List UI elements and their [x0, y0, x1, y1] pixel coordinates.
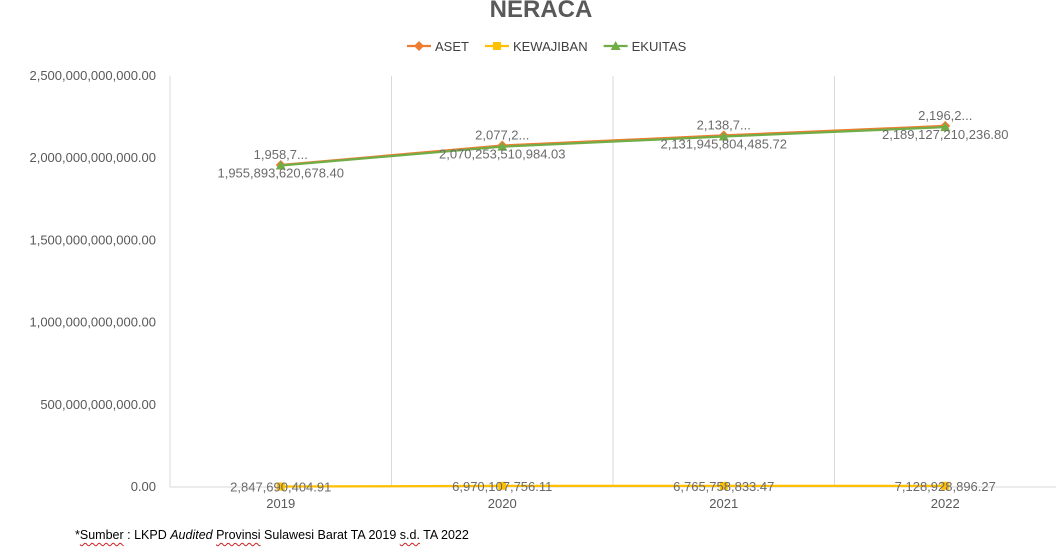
chart-title: NERACA: [490, 0, 593, 23]
data-labels: 1,958,7... 2,077,2... 2,138,7... 2,196,2...…: [217, 108, 1008, 495]
series-line-ekuitas: [279, 125, 947, 167]
legend-marker: [414, 41, 424, 51]
data-point-kewajiban: [719, 481, 728, 490]
y-axis: 0.00 500,000,000,000.00 1,000,000,000,000.…: [29, 68, 156, 494]
chart-series: [275, 120, 951, 491]
footnote-text-4: TA 2022: [419, 528, 469, 542]
legend-item-aset: ASET: [407, 39, 469, 54]
data-point-kewajiban: [276, 482, 285, 491]
footnote-word-provinsi: Provinsi: [216, 528, 261, 542]
footnote-text-1: : LKPD: [123, 528, 171, 542]
series-line-kewajiban: [279, 484, 947, 488]
footnote-word-sd: s.d.: [399, 528, 420, 542]
data-point-ekuitas: [497, 141, 508, 151]
data-label-kewajiban: 2,847,690,404.91: [230, 480, 331, 495]
data-point-ekuitas: [275, 160, 286, 170]
data-point-ekuitas: [940, 122, 951, 132]
data-label-kewajiban: 6,970,107,756.11: [452, 479, 552, 494]
legend-marker: [492, 42, 501, 50]
data-point-kewajiban: [498, 481, 507, 490]
y-tick-label: 1,000,000,000,000.00: [29, 315, 156, 330]
legend-item-ekuitas: EKUITAS: [603, 39, 687, 54]
y-tick-label: 1,500,000,000,000.00: [29, 232, 156, 247]
x-tick-label: 2020: [488, 496, 517, 511]
x-axis: 2019 2020 2021 2022: [266, 496, 959, 511]
data-label-aset: 2,196,2...: [918, 108, 972, 123]
chart-legend: ASET KEWAJIBAN EKUITAS: [407, 39, 687, 54]
x-tick-label: 2022: [931, 496, 960, 511]
data-label-kewajiban: 6,765,758,833.47: [673, 479, 774, 494]
legend-item-kewajiban: KEWAJIBAN: [484, 39, 588, 54]
legend-label: KEWAJIBAN: [513, 39, 588, 54]
data-label-aset: 2,077,2...: [475, 128, 529, 143]
source-footnote: *Sumber : LKPD Audited Provinsi Sulawesi…: [75, 528, 469, 542]
y-tick-label: 2,000,000,000,000.00: [29, 150, 156, 165]
footnote-word-audited: Audited: [170, 528, 213, 542]
y-tick-label: 2,500,000,000,000.00: [29, 68, 156, 83]
x-tick-label: 2019: [266, 496, 295, 511]
legend-label: EKUITAS: [632, 39, 687, 54]
data-label-ekuitas: 1,955,893,620,678.40: [217, 165, 344, 180]
data-label-ekuitas: 2,070,253,510,984.03: [439, 147, 566, 162]
data-point-kewajiban: [941, 481, 950, 490]
footnote-text-3: Sulawesi Barat TA 2019: [260, 528, 400, 542]
data-label-ekuitas: 2,189,127,210,236.80: [882, 127, 1009, 142]
footnote-prefix: *: [75, 528, 80, 542]
y-tick-label: 0.00: [131, 479, 156, 494]
legend-label: ASET: [435, 39, 469, 54]
data-label-aset: 2,138,7...: [697, 117, 751, 132]
footnote-word-sumber: Sumber: [79, 528, 124, 542]
data-point-ekuitas: [718, 131, 729, 141]
data-label-kewajiban: 7,128,928,896.27: [895, 479, 996, 494]
legend-marker: [610, 41, 621, 50]
data-label-ekuitas: 2,131,945,804,485.72: [660, 137, 787, 152]
data-label-aset: 1,958,7...: [254, 147, 308, 162]
x-tick-label: 2021: [709, 496, 738, 511]
y-tick-label: 500,000,000,000.00: [40, 397, 156, 412]
